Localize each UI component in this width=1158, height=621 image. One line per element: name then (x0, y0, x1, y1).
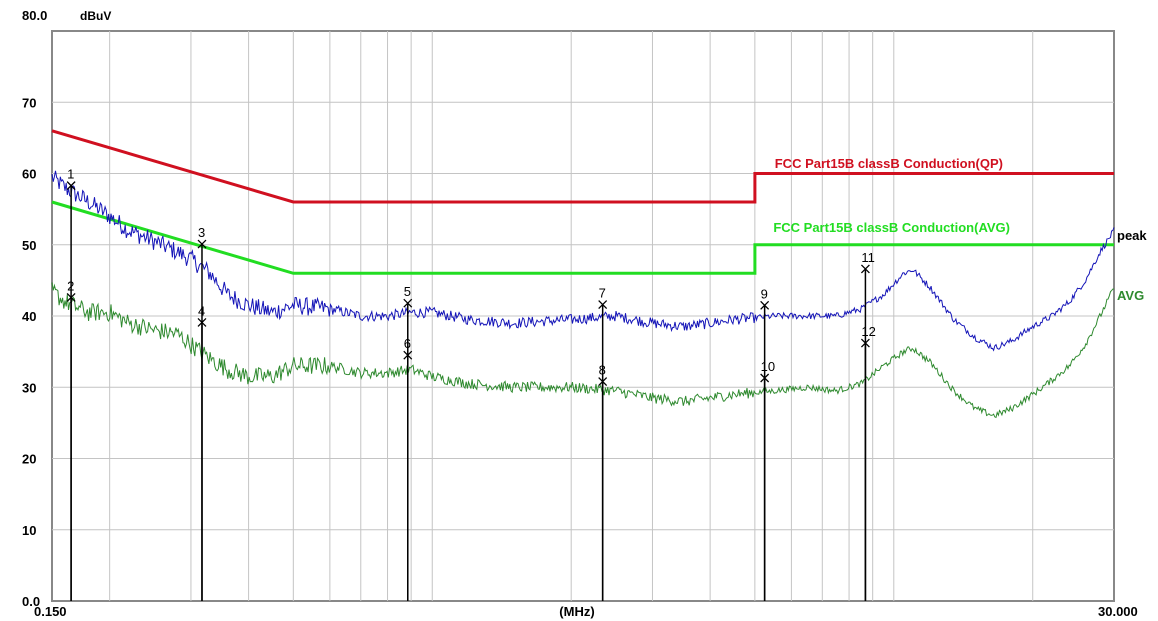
marker-label: 9 (761, 286, 768, 301)
marker-cross (197, 239, 207, 249)
y-tick-label: 80.0 (22, 8, 47, 23)
marker-label: 2 (67, 278, 74, 293)
y-tick-label: 40 (22, 309, 36, 324)
marker-cross (66, 181, 76, 191)
limit-line-qp (51, 129, 1114, 204)
y-tick-label: 70 (22, 95, 36, 110)
limit-label-qp: FCC Part15B classB Conduction(QP) (775, 156, 1003, 171)
series-avg-line (51, 282, 1115, 419)
marker-label: 5 (404, 284, 411, 299)
series-label-peak: peak (1117, 228, 1147, 243)
y-tick-label: 60 (22, 167, 36, 182)
y-tick-label: 10 (22, 523, 36, 538)
y-tick-label: 0.0 (22, 594, 40, 609)
x-tick-label-start: 0.150 (34, 604, 67, 619)
axis-labels: 0.0 10 20 30 40 50 60 70 80.0 dBuV (MHz) 0.150 30.00… (22, 8, 1147, 619)
y-tick-label: 30 (22, 380, 36, 395)
marker-label: 12 (861, 324, 875, 339)
marker-label: 4 (198, 303, 205, 318)
marker-cross (598, 300, 608, 310)
y-tick-label: 20 (22, 452, 36, 467)
traces (51, 170, 1115, 419)
marker-cross (197, 317, 207, 327)
y-tick-label: 50 (22, 238, 36, 253)
marker-label: 3 (198, 225, 205, 240)
marker-cross (860, 338, 870, 348)
marker-label: 1 (67, 167, 74, 182)
marker-label: 7 (599, 286, 606, 301)
limit-label-avg: FCC Part15B classB Conduction(AVG) (773, 220, 1010, 235)
y-axis-unit: dBuV (80, 9, 111, 23)
x-axis-unit: (MHz) (559, 604, 594, 619)
marker-label: 10 (761, 359, 775, 374)
marker-cross (760, 373, 770, 383)
marker-cross (598, 377, 608, 387)
limit-line-avg (51, 200, 1114, 275)
marker-cross (860, 264, 870, 274)
marker-cross (403, 298, 413, 308)
series-peak-line (51, 170, 1115, 352)
marker-label: 8 (599, 363, 606, 378)
limit-lines (51, 129, 1114, 275)
marker-cross (403, 350, 413, 360)
x-tick-label-end: 30.000 (1098, 604, 1138, 619)
marker-cross (66, 293, 76, 302)
series-label-avg: AVG (1117, 288, 1144, 303)
marker-label: 11 (861, 250, 875, 265)
marker-cross (760, 300, 770, 310)
marker-label: 6 (404, 336, 411, 351)
